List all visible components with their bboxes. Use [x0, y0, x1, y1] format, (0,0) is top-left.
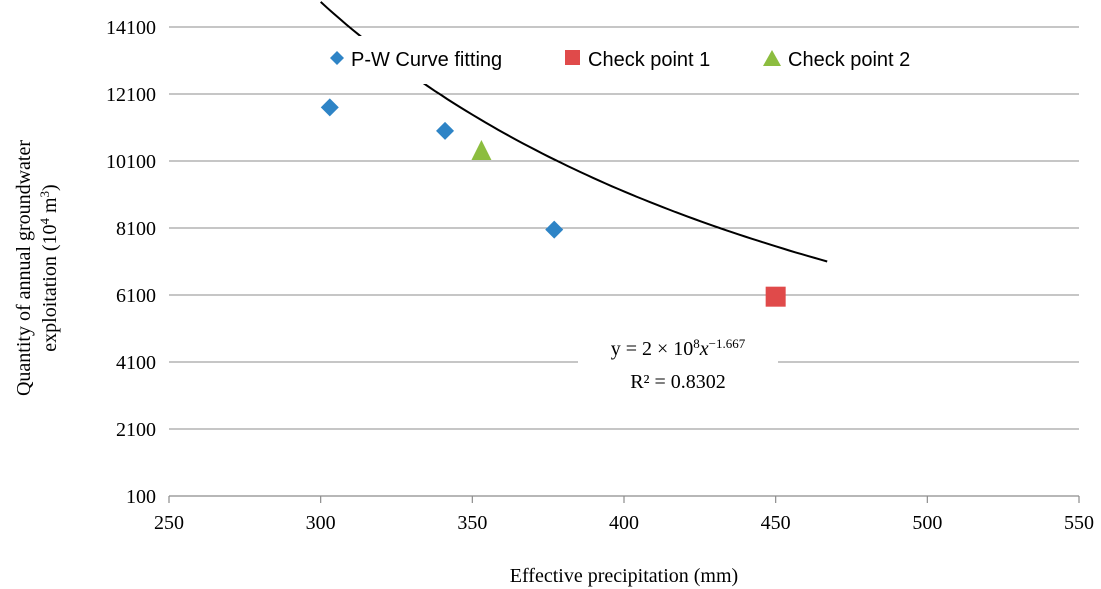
- y-tick-label: 4100: [116, 352, 156, 374]
- y-tick-label: 8100: [116, 218, 156, 240]
- y-tick-label: 2100: [116, 419, 156, 441]
- x-axis-ticks: 250 300 350 400 450 500 550: [154, 496, 1094, 534]
- trend-equation: y = 2 × 108x−1.667: [611, 336, 746, 361]
- trend-r-squared: R² = 0.8302: [630, 371, 726, 393]
- legend-label-pw-curve: P-W Curve fitting: [351, 49, 502, 71]
- legend: P-W Curve fitting Check point 1 Check po…: [318, 36, 938, 84]
- y-axis-ticks: 100 2100 4100 6100 8100 10100 12100 14100: [106, 17, 156, 508]
- x-tick-label: 300: [306, 512, 336, 534]
- point-check-point-1: [765, 286, 786, 307]
- y-axis-title-line1: Quantity of annual groundwater: [13, 140, 35, 396]
- point-pw-curve-fitting: [436, 121, 455, 140]
- equation-box: [578, 332, 778, 400]
- legend-background: [318, 36, 938, 84]
- legend-label-check-point-1: Check point 1: [588, 49, 710, 71]
- x-axis-title: Effective precipitation (mm): [510, 565, 738, 587]
- y-tick-label: 6100: [116, 285, 156, 307]
- y-axis-title-line2: exploitation (104 m3): [37, 184, 62, 351]
- y-tick-label: 14100: [106, 17, 156, 39]
- y-tick-label: 100: [126, 486, 156, 508]
- y-tick-label: 10100: [106, 151, 156, 173]
- legend-diamond-marker: [330, 51, 344, 65]
- legend-label-check-point-2: Check point 2: [788, 49, 910, 71]
- x-tick-label: 450: [761, 512, 791, 534]
- x-tick-label: 350: [457, 512, 487, 534]
- point-check-point-2: [471, 139, 492, 160]
- x-tick-label: 500: [912, 512, 942, 534]
- x-tick-label: 400: [609, 512, 639, 534]
- data-points: [320, 98, 786, 307]
- point-pw-curve-fitting: [320, 98, 339, 117]
- legend-square-marker: [565, 50, 580, 65]
- x-tick-label: 550: [1064, 512, 1094, 534]
- grid-lines: [169, 26, 1079, 430]
- x-tick-label: 250: [154, 512, 184, 534]
- y-tick-label: 12100: [106, 84, 156, 106]
- legend-triangle-marker: [763, 50, 781, 66]
- point-pw-curve-fitting: [545, 220, 564, 239]
